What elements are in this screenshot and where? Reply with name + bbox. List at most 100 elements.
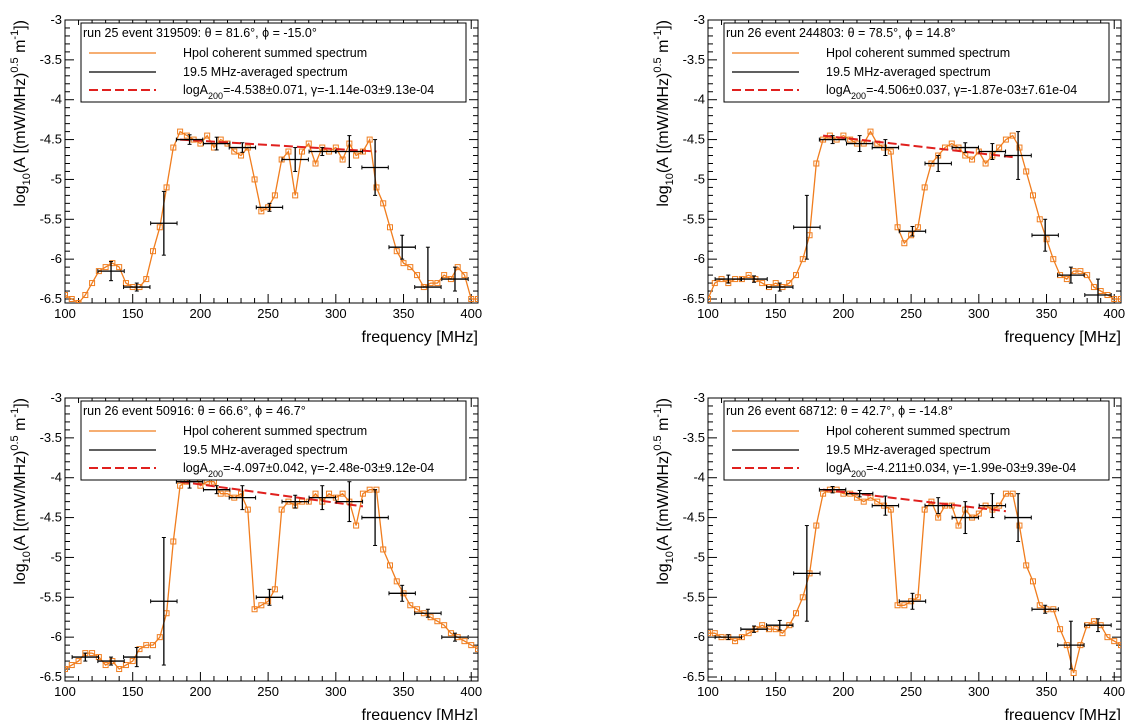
spectrum-point xyxy=(68,662,75,669)
spectrum-point xyxy=(799,594,806,601)
spectrum-point xyxy=(887,148,894,155)
y-axis-label-part: 10 xyxy=(664,173,676,185)
spectrum-point xyxy=(813,522,820,529)
spectrum-point xyxy=(305,140,312,147)
spectrum-point xyxy=(461,272,468,279)
spectrum-point xyxy=(339,490,346,497)
spectrum-point xyxy=(373,184,380,191)
spectrum-point xyxy=(339,156,346,163)
y-tick-label: -3 xyxy=(50,12,62,27)
spectrum-point xyxy=(271,192,278,199)
spectrum-point xyxy=(231,148,238,155)
spectrum-point xyxy=(1009,490,1016,497)
spectrum-point xyxy=(353,522,360,529)
y-axis-label-part: ]) xyxy=(12,398,29,408)
spectrum-point xyxy=(1090,284,1097,291)
x-tick-label: 200 xyxy=(833,306,855,321)
spectrum-point xyxy=(745,630,752,637)
y-tick-label: -4 xyxy=(693,470,705,485)
y-axis-label: log10(A [(mW/MHz)0.5 m-1]) xyxy=(9,398,33,585)
y-axis-label-part: log xyxy=(12,563,29,584)
spectrum-point xyxy=(143,276,150,283)
spectrum-point xyxy=(407,264,414,271)
spectrum-point xyxy=(962,152,969,159)
plot-area xyxy=(708,485,1121,677)
spectrum-point xyxy=(441,622,448,629)
legend-fit-label-part: =-4.211±0.034, γ=-1.99e-03±9.39e-04 xyxy=(866,461,1076,475)
legend-box xyxy=(80,22,467,103)
legend-fit-label-part: =-4.538±0.071, γ=-1.14e-03±9.13e-04 xyxy=(223,83,434,97)
y-axis-label-part: m xyxy=(655,418,672,436)
legend-fit-label-part: =-4.097±0.042, γ=-2.48e-03±9.12e-04 xyxy=(223,461,434,475)
spectrum-point xyxy=(1016,522,1023,529)
x-tick-label: 150 xyxy=(122,306,144,321)
x-tick-label: 400 xyxy=(460,306,482,321)
spectrum-point xyxy=(1023,168,1030,175)
x-tick-label: 150 xyxy=(122,684,144,699)
x-tick-label: 200 xyxy=(190,306,212,321)
chart-panel-1: 100 150 200 250 300 350 400 -6.5 -6 -5.5 -5 -4.5 -4 -… xyxy=(9,12,482,346)
y-axis-label-part: m xyxy=(12,418,29,436)
spectrum-point xyxy=(1077,268,1084,275)
spectrum-point xyxy=(177,128,184,135)
x-axis-label: frequency [MHz] xyxy=(1005,329,1121,346)
legend-box xyxy=(80,400,467,481)
spectrum-point xyxy=(312,160,319,167)
x-tick-label: 400 xyxy=(460,684,482,699)
spectrum-point xyxy=(156,224,163,231)
fit-line xyxy=(179,480,364,508)
spectrum-point xyxy=(163,184,170,191)
spectrum-point xyxy=(1029,578,1036,585)
spectrum-point xyxy=(393,578,400,585)
spectrum-point xyxy=(414,272,421,279)
spectrum-point xyxy=(68,296,75,303)
spectrum-point xyxy=(468,296,475,303)
spectrum-point xyxy=(251,176,258,183)
plot-area xyxy=(65,470,478,673)
y-tick-label: -3.5 xyxy=(40,52,62,67)
chart-panel-3: 100 150 200 250 300 350 400 -6.5 -6 -5.5 -5 -4.5 -4 -… xyxy=(9,390,482,720)
spectrum-point xyxy=(1023,562,1030,569)
spectrum-point xyxy=(894,602,901,609)
spectrum-point xyxy=(238,152,245,159)
spectrum-point xyxy=(434,618,441,625)
chart-title: run 26 event 50916: θ = 66.6°, ϕ = 46.7° xyxy=(83,404,306,418)
y-tick-label: -6.5 xyxy=(40,291,62,306)
plot-frame xyxy=(64,19,479,304)
legend-averaged-label: 19.5 MHz-averaged spectrum xyxy=(826,65,991,79)
spectrum-point xyxy=(122,280,129,287)
spectrum-point xyxy=(1043,236,1050,243)
y-axis-label-part: ]) xyxy=(655,398,672,408)
y-axis-label-part: -1 xyxy=(9,30,21,40)
y-tick-label: -4.5 xyxy=(683,510,705,525)
y-tick-label: -3 xyxy=(693,390,705,405)
legend-fit-label-part: 200 xyxy=(851,91,866,101)
spectrum-point xyxy=(407,602,414,609)
plot-area xyxy=(65,128,478,303)
spectrum-point xyxy=(386,562,393,569)
y-tick-label: -3.5 xyxy=(683,52,705,67)
y-tick-label: -6 xyxy=(50,629,62,644)
legend-averaged-label: 19.5 MHz-averaged spectrum xyxy=(183,443,348,457)
y-tick-label: -4.5 xyxy=(40,510,62,525)
y-tick-label: -4 xyxy=(50,92,62,107)
legend-fit-label-part: 200 xyxy=(851,469,866,479)
plot-frame xyxy=(64,397,479,682)
x-tick-label: 400 xyxy=(1103,684,1125,699)
legend-fit-label-part: logA xyxy=(826,461,852,475)
x-tick-label: 200 xyxy=(833,684,855,699)
spectrum-point xyxy=(1050,256,1057,263)
spectrum-point xyxy=(102,264,109,271)
spectrum-point xyxy=(793,610,800,617)
legend-fit-label-part: logA xyxy=(183,83,209,97)
x-tick-label: 150 xyxy=(765,306,787,321)
x-tick-label: 350 xyxy=(1036,306,1058,321)
y-axis-label-part: (A [(mW/MHz) xyxy=(12,451,29,551)
x-tick-label: 100 xyxy=(54,684,76,699)
plot-frame xyxy=(707,19,1122,304)
spectrum-point xyxy=(887,506,894,513)
x-axis-label: frequency [MHz] xyxy=(362,329,478,346)
spectrum-point xyxy=(353,152,360,159)
y-axis-label-part: m xyxy=(655,40,672,58)
